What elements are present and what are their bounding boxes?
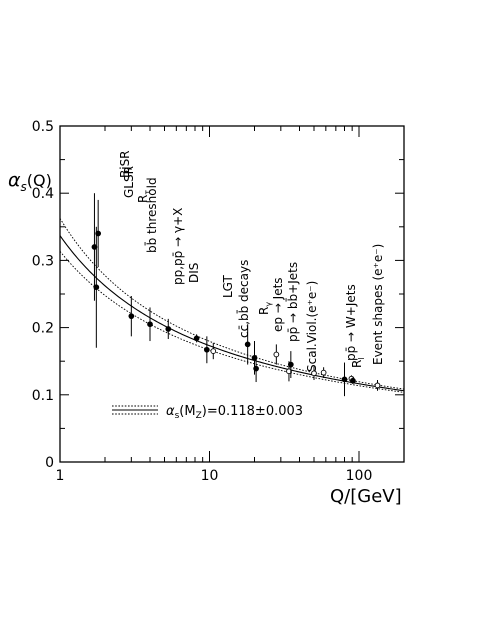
annotation-scal-viol: Scal.Viol.(e⁺e⁻) xyxy=(305,281,319,372)
curve-central xyxy=(59,235,405,392)
y-tick-label: 0.3 xyxy=(32,253,54,269)
annotation-lgt: LGT xyxy=(221,274,235,298)
data-point-filled xyxy=(350,377,356,384)
data-point-filled xyxy=(91,244,98,250)
annotation-event-shapes: Event shapes (e⁺e⁻) xyxy=(371,244,385,365)
axis-ticks: 0 0.1 0.2 0.3 0.4 0.5 1 10 100 xyxy=(32,119,405,484)
data-point-filled xyxy=(93,284,100,291)
y-axis-label: αs(Q) xyxy=(8,169,52,194)
data-point-filled xyxy=(341,376,348,383)
annotation-r-gamma: Rγ xyxy=(257,302,273,315)
annotation-bb-threshold: bb̄ threshold xyxy=(145,177,159,253)
y-tick-label: 0.4 xyxy=(32,186,54,202)
data-point-open xyxy=(320,369,327,376)
data-point-filled xyxy=(244,341,251,348)
y-tick-label: 0.2 xyxy=(32,321,54,337)
annotation-cc-bb-decays: cc̄,bb̄ decays xyxy=(237,260,251,338)
x-axis-label: Q/[GeV] xyxy=(330,486,402,507)
x-tick-label: 10 xyxy=(201,468,219,484)
data-point-open xyxy=(210,348,217,354)
data-point-filled xyxy=(287,361,294,368)
data-point-filled xyxy=(165,326,172,332)
y-tick-label: 0 xyxy=(45,455,54,471)
annotation-ppbar-w-jets: pp̄ → W+Jets xyxy=(344,284,358,361)
data-point-open xyxy=(273,351,280,358)
x-tick-label: 1 xyxy=(56,468,65,484)
annotation-pp-gamma: pp,pp̄ → γ+X xyxy=(171,208,185,285)
data-point-filled xyxy=(193,335,200,342)
annotations: BjSR GLSR Rτ bb̄ threshold pp,pp̄ → γ+X … xyxy=(118,150,385,372)
annotation-ppbar-bb-jets: pp̄ → bb̄+Jets xyxy=(286,262,300,342)
annotation-r-l: Rl xyxy=(350,357,366,368)
data-point-open xyxy=(374,382,381,389)
annotation-bjsr: BjSR xyxy=(118,150,132,178)
y-tick-label: 0.5 xyxy=(32,119,54,135)
data-point-open xyxy=(311,370,317,377)
data-point-filled xyxy=(128,313,135,320)
data-point-open xyxy=(286,368,292,375)
data-point-filled xyxy=(147,321,153,328)
data-point-filled xyxy=(253,365,259,372)
annotation-r-tau: Rτ xyxy=(136,190,152,203)
x-tick-label: 100 xyxy=(346,468,373,484)
data-point-filled xyxy=(203,346,210,353)
annotation-dis: DIS xyxy=(187,263,201,283)
y-tick-label: 0.1 xyxy=(32,388,54,404)
data-point-filled xyxy=(95,230,102,237)
data-points xyxy=(91,193,381,397)
annotation-ep-jets: ep → Jets xyxy=(271,277,285,332)
curve-lower-bound xyxy=(59,250,405,393)
annotation-glsr: GLSR xyxy=(122,166,136,198)
legend-label: αs(MZ)=0.118±0.003 xyxy=(166,404,303,421)
